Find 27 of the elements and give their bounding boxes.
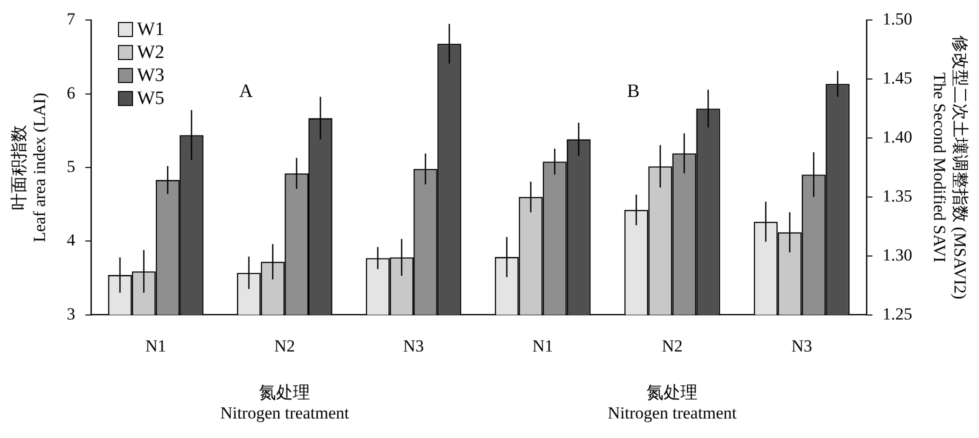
x-axis-title: 氮处理 Nitrogen treatment: [608, 382, 737, 422]
y2-tick-label: 1.30: [882, 245, 912, 264]
y2-tick-label: 1.40: [882, 128, 912, 147]
y2-tick-label: 1.25: [882, 304, 912, 324]
y2-tick-label: 1.50: [882, 10, 912, 29]
y-tick-label: 5: [66, 156, 76, 176]
y-tick-label: 4: [66, 230, 76, 250]
x-axis-title: 氮处理 Nitrogen treatment: [220, 382, 350, 422]
y2-tick-label: 1.45: [882, 68, 912, 88]
x-tick-label: N1: [145, 336, 166, 356]
y-tick-label: 7: [66, 10, 76, 29]
y2-tick-label: 1.35: [882, 186, 912, 206]
y-tick-label: 3: [66, 304, 76, 324]
annotation: B: [627, 81, 640, 102]
x-tick-label: N2: [274, 336, 296, 356]
y-axis-title: 叶面积指数 Leaf area index (LAI): [10, 92, 50, 242]
legend-label: W1: [137, 18, 164, 41]
x-tick-label: N3: [791, 336, 812, 356]
legend-label: W2: [137, 41, 164, 64]
x-tick-label: N1: [532, 336, 554, 356]
y-tick-label: 6: [66, 83, 76, 102]
x-tick-label: N3: [403, 336, 424, 356]
legend-label: W3: [137, 64, 164, 87]
annotation: A: [239, 81, 254, 102]
y2-axis-title: 修改型二次土壤调整指数 (MSAVI2) The Second Modified SAVI: [930, 36, 970, 300]
x-tick-label: N2: [662, 336, 683, 356]
legend-label: W5: [137, 87, 164, 110]
